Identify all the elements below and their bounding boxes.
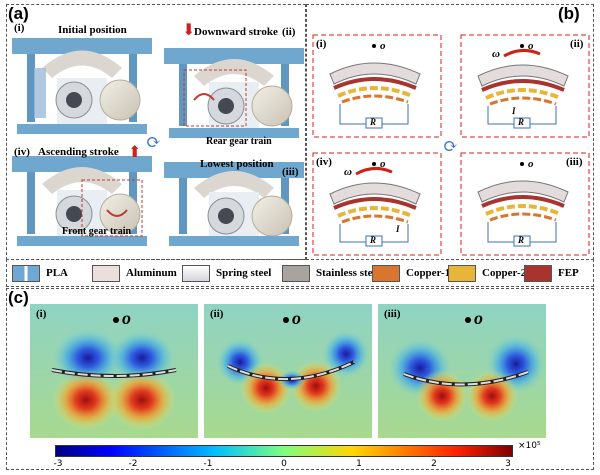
legend-label: Copper-1 [406, 267, 451, 279]
panel-b-tag: (b) [558, 4, 580, 23]
legend-label: Spring steel [216, 267, 272, 279]
colorbar-tick: -2 [128, 459, 138, 469]
state-numeral-iv: (iv) [14, 146, 30, 158]
field-o-label-i: o [122, 308, 131, 328]
current-label-iv: I [396, 224, 400, 234]
legend-frame [6, 259, 594, 287]
field-map-iii [378, 304, 546, 438]
panel-c-tag: (c) [8, 288, 29, 307]
legend-copper-1: Copper-1 [372, 263, 450, 283]
legend-copper-2: Copper-2 [448, 263, 526, 283]
teng-diagram-iv [312, 152, 442, 256]
teng-o-label-iv: o [380, 158, 386, 170]
field-map-ii [204, 304, 372, 438]
legend-swatch-spring-steel [182, 264, 210, 282]
legend-swatch-fep [524, 264, 552, 282]
legend-label: Stainless steel [316, 267, 381, 279]
up-arrow-icon: ⬆ [128, 144, 142, 161]
state-numeral-iii: (iii) [282, 166, 299, 178]
current-label-ii: I [512, 106, 516, 116]
resistor-label-iv: R [370, 235, 377, 245]
machine-downward [164, 48, 304, 138]
resistor-label-i: R [370, 117, 377, 127]
legend-fep: FEP [524, 263, 579, 283]
cycle-arrows-icon-b: ⟳ [443, 136, 459, 156]
teng-numeral-i: (i) [316, 38, 327, 50]
panel-a-tag: (a) [8, 4, 29, 23]
teng-numeral-ii: (ii) [570, 38, 584, 50]
colorbar-tick: 1 [356, 459, 362, 469]
cycle-arrows-icon: ⟳ [146, 132, 162, 152]
field-o-label-ii: o [292, 308, 301, 328]
teng-diagram-ii [460, 34, 590, 138]
legend-swatch-copper-1 [372, 264, 400, 282]
legend-label: FEP [558, 267, 579, 279]
teng-numeral-iii: (iii) [566, 156, 583, 168]
machine-lowest [164, 162, 304, 246]
state-numeral-i: (i) [14, 22, 25, 34]
legend-label: Copper-2 [482, 267, 527, 279]
field-numeral-iii: (iii) [384, 308, 401, 320]
colorbar-tick: -1 [203, 459, 213, 469]
colorbar-tick: -3 [53, 459, 63, 469]
callout-front-gear: Front gear train [62, 226, 132, 237]
legend-swatch-copper-2 [448, 264, 476, 282]
legend-stainless-steel: Stainless steel [282, 263, 380, 283]
panel-c-frame [6, 288, 594, 470]
legend-swatch-stainless-steel [282, 264, 310, 282]
colorbar-multiplier: ×10⁵ [518, 441, 541, 451]
teng-numeral-iv: (iv) [316, 156, 332, 168]
teng-omega-ii: ω [492, 48, 500, 60]
teng-diagram-iii [460, 152, 590, 256]
legend-pla: PLA [12, 263, 68, 283]
state-label-lowest: Lowest position [200, 158, 274, 170]
state-numeral-ii: (ii) [282, 26, 296, 38]
teng-o-label-ii: o [528, 40, 534, 52]
field-map-i [30, 304, 198, 438]
colorbar [55, 445, 513, 457]
legend-swatch-aluminum [92, 264, 120, 282]
down-arrow-icon: ⬇ [182, 22, 196, 39]
field-numeral-ii: (ii) [210, 308, 224, 320]
legend-aluminum: Aluminum [92, 263, 177, 283]
resistor-label-ii: R [518, 117, 525, 127]
machine-initial [12, 38, 152, 134]
teng-o-label-iii: o [528, 158, 534, 170]
teng-omega-iv: ω [344, 166, 352, 178]
state-label-downward: Downward stroke [194, 26, 278, 38]
state-label-initial: Initial position [58, 24, 127, 36]
legend-label: PLA [46, 267, 68, 279]
legend-swatch-pla [12, 264, 40, 282]
legend-spring-steel: Spring steel [182, 263, 271, 283]
machine-ascending [12, 156, 152, 246]
teng-diagram-i [312, 34, 442, 138]
colorbar-tick: 2 [431, 459, 437, 469]
callout-rear-gear: Rear gear train [206, 136, 272, 147]
state-label-ascending: Ascending stroke [38, 146, 119, 158]
colorbar-tick: 3 [505, 459, 511, 469]
teng-o-label-i: o [380, 40, 386, 52]
colorbar-tick: 0 [281, 459, 287, 469]
field-numeral-i: (i) [36, 308, 47, 320]
field-o-label-iii: o [474, 308, 483, 328]
resistor-label-iii: R [518, 235, 525, 245]
legend-label: Aluminum [126, 267, 177, 279]
